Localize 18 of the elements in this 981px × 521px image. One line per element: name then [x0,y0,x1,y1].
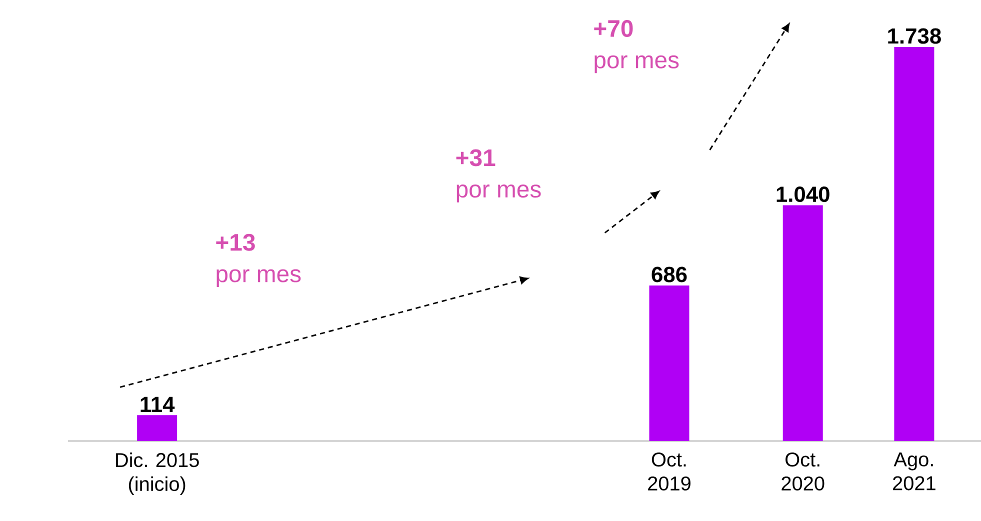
annotation: +31 [456,149,496,166]
annotation: por mes [594,55,679,74]
x-tick-label: Oct. 2019 [648,452,690,491]
data-label: 686 [652,266,687,282]
data-label: 1.738 [888,28,941,44]
x-tick-label: Oct. 2020 [782,452,824,491]
annotation: +13 [216,234,255,251]
text: +70 [594,20,633,37]
x-tick-label: Ago. 2021 [893,452,936,490]
annotation: por mes [456,184,541,202]
data-label: 1.040 [776,186,830,202]
x-tick-label: Dic. 2015 (inicio) [116,452,199,495]
annotation: por mes [216,269,301,288]
data-label: 114 [140,396,175,412]
bar [649,285,690,441]
bar [782,205,823,441]
bar [894,46,934,441]
bar [137,415,178,441]
